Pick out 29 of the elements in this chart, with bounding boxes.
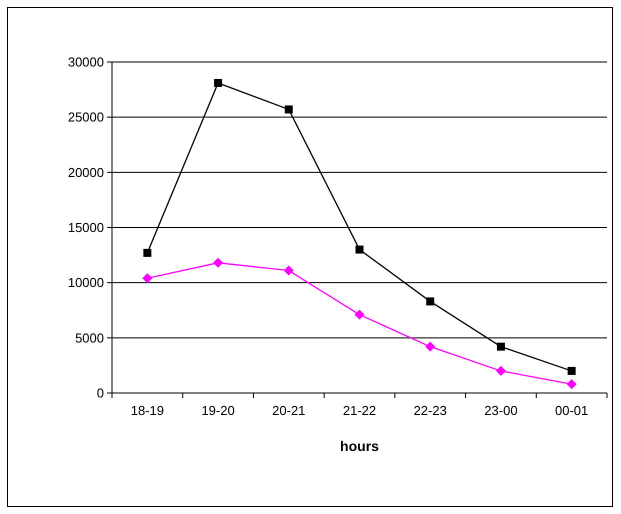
x-tick-label: 20-21: [272, 403, 306, 418]
point: [425, 342, 436, 352]
x-tick-label: 19-20: [201, 403, 235, 418]
y-tick-label: 0: [96, 386, 104, 401]
x-tick-label: 18-19: [130, 403, 164, 418]
y-tick-label: 5000: [75, 330, 104, 346]
point: [284, 105, 293, 114]
point: [213, 258, 224, 268]
point: [426, 297, 434, 306]
point: [142, 273, 152, 284]
point: [354, 310, 364, 320]
point: [143, 248, 152, 257]
y-tick-label: 30000: [68, 54, 104, 70]
x-tick-label: 23-00: [484, 403, 518, 418]
x-axis-title: hours: [340, 438, 380, 454]
point: [496, 366, 506, 376]
x-tick-label: 22-23: [414, 403, 447, 418]
x-tick-label: 21-22: [342, 403, 376, 418]
point: [568, 366, 576, 375]
point: [284, 266, 294, 276]
y-tick-label: 15000: [68, 220, 104, 236]
y-tick-label: 25000: [68, 110, 104, 125]
point: [214, 78, 222, 87]
point: [566, 379, 577, 390]
y-tick-label: 20000: [68, 164, 104, 180]
point: [496, 342, 505, 351]
point: [356, 246, 364, 254]
x-tick-label: 00-01: [555, 403, 588, 418]
y-tick-label: 10000: [68, 275, 104, 290]
